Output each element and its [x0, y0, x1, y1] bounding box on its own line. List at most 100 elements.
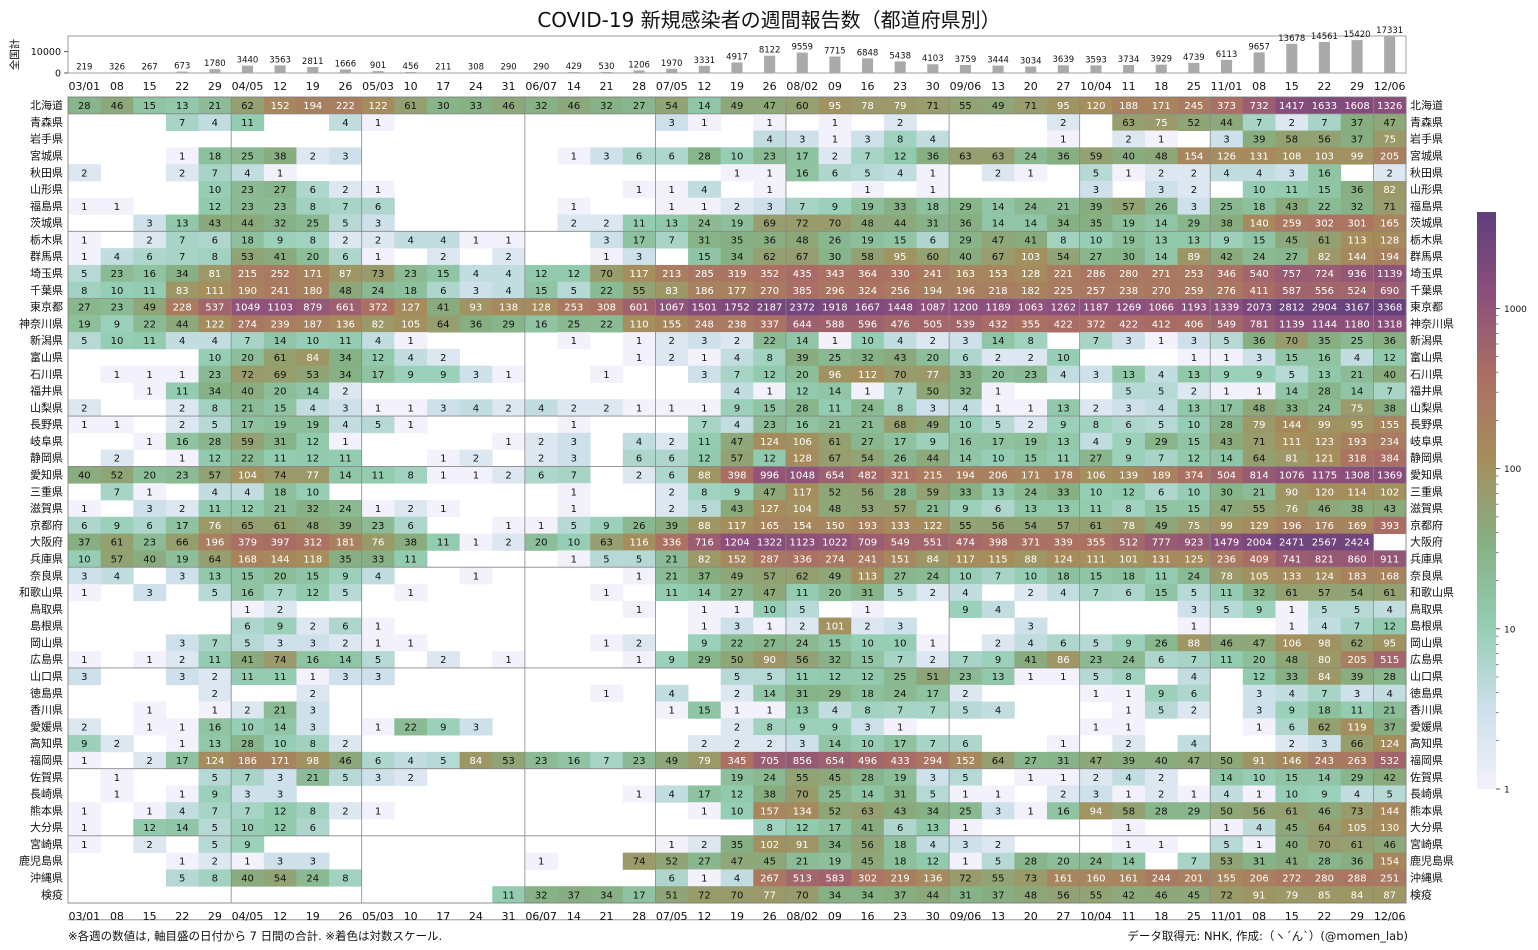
cell-value-label: 5	[734, 672, 740, 683]
heatmap-cell	[394, 281, 428, 299]
cell-value-label: 2	[571, 219, 577, 230]
date-tick-label-bottom: 12	[273, 910, 287, 923]
cell-value-label: 194	[1380, 252, 1399, 263]
heatmap-cell	[1177, 550, 1211, 568]
heatmap-cell	[1210, 264, 1244, 283]
heatmap-cell	[1275, 214, 1309, 232]
heatmap-cell	[329, 348, 363, 367]
heatmap-cell	[916, 248, 950, 266]
heatmap-cell	[165, 466, 199, 484]
cell-value-label: 28	[796, 403, 809, 414]
heatmap-cell	[1079, 533, 1113, 551]
cell-value-label: 11	[339, 454, 352, 465]
heatmap-cell	[426, 281, 461, 299]
cell-value-label: 21	[1383, 706, 1396, 717]
cell-value-label: 59	[1090, 151, 1103, 162]
cell-value-label: 337	[760, 319, 779, 330]
heatmap-cell	[720, 550, 754, 568]
cell-value-label: 56	[992, 521, 1005, 532]
heatmap-cell	[459, 315, 493, 333]
date-tick-label-bottom: 27	[1056, 910, 1070, 923]
heatmap-cell	[916, 382, 950, 400]
heatmap-cell	[1112, 281, 1146, 299]
cell-value-label: 8	[1028, 336, 1034, 347]
cell-value-label: 6	[1060, 638, 1066, 649]
cell-value-label: 61	[1090, 521, 1103, 532]
cell-value-label: 1	[1028, 672, 1034, 683]
heatmap-cell	[655, 348, 689, 367]
cell-value-label: 43	[1383, 504, 1396, 515]
heatmap-cell	[1014, 567, 1048, 585]
cell-value-label: 27	[698, 857, 711, 868]
row-label-left: 愛知県	[30, 468, 63, 482]
cell-value-label: 6	[407, 521, 413, 532]
heatmap-cell	[883, 197, 917, 215]
cell-value-label: 2	[114, 739, 120, 750]
cell-value-label: 28	[1155, 806, 1168, 817]
bar-value-label: 3929	[1150, 55, 1172, 65]
cell-value-label: 35	[1090, 219, 1103, 230]
heatmap-cell	[1079, 500, 1113, 518]
cell-value-label: 248	[695, 319, 714, 330]
heatmap-cell	[622, 449, 656, 467]
heatmap-cell	[198, 399, 232, 417]
row-label-right: 沖縄県	[1410, 871, 1443, 885]
cell-value-label: 23	[1024, 370, 1037, 381]
heatmap-cell	[981, 197, 1015, 215]
date-tick-label-top: 21	[599, 80, 613, 93]
cell-value-label: 1	[1060, 773, 1066, 784]
cell-value-label: 117	[630, 269, 649, 280]
heatmap-cell	[296, 516, 330, 534]
cell-value-label: 13	[1057, 403, 1070, 414]
bar-value-label: 14561	[1311, 32, 1338, 42]
cell-value-label: 15	[143, 101, 156, 112]
heatmap-cell	[1373, 315, 1407, 333]
heatmap-cell	[1373, 483, 1407, 501]
heatmap-cell	[231, 113, 265, 131]
cell-value-label: 47	[1383, 118, 1396, 129]
heatmap-cell	[1144, 365, 1178, 383]
heatmap-cell	[100, 332, 134, 350]
cell-value-label: 89	[1188, 252, 1201, 263]
cell-value-label: 78	[1220, 571, 1233, 582]
cell-value-label: 27	[731, 588, 744, 599]
cell-value-label: 1	[179, 790, 185, 801]
heatmap-cell	[133, 214, 167, 232]
cell-value-label: 16	[959, 437, 972, 448]
heatmap-cell	[851, 483, 885, 501]
heatmap-cell	[753, 533, 787, 551]
cell-value-label: 2424	[1344, 538, 1369, 549]
cell-value-label: 505	[923, 319, 942, 330]
cell-value-label: 11	[1057, 454, 1070, 465]
date-tick-label-top: 12	[273, 80, 287, 93]
cell-value-label: 27	[78, 303, 91, 314]
heatmap-cell	[133, 248, 167, 266]
row-label-left: 佐賀県	[30, 770, 63, 784]
heatmap-cell	[426, 533, 461, 551]
heatmap-cell	[1177, 197, 1211, 215]
cell-value-label: 41	[437, 303, 450, 314]
heatmap-cell	[1275, 298, 1309, 316]
cell-value-label: 1	[1125, 722, 1131, 733]
cell-value-label: 355	[1086, 538, 1105, 549]
heatmap-cell	[296, 248, 330, 266]
heatmap-cell	[655, 516, 689, 534]
heatmap-cell	[1014, 483, 1048, 501]
cell-value-label: 20	[143, 471, 156, 482]
heatmap-cell	[1112, 315, 1146, 333]
cell-value-label: 190	[238, 286, 257, 297]
date-tick-label-top: 31	[502, 80, 516, 93]
cell-value-label: 13	[176, 219, 189, 230]
heatmap-cell	[492, 399, 526, 417]
cell-value-label: 3	[277, 773, 283, 784]
cell-value-label: 1	[1256, 840, 1262, 851]
heatmap-cell	[68, 516, 102, 534]
cell-value-label: 16	[796, 420, 809, 431]
cell-value-label: 225	[1054, 286, 1073, 297]
heatmap-cell	[1144, 483, 1178, 501]
heatmap-cell	[524, 449, 558, 467]
heatmap-cell	[100, 248, 134, 266]
row-label-left: 滋賀県	[30, 502, 63, 515]
cell-value-label: 1318	[1377, 319, 1402, 330]
cell-value-label: 346	[1217, 269, 1236, 280]
